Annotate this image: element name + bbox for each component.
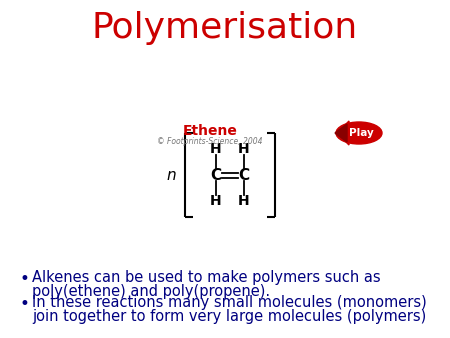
Text: Polymerisation: Polymerisation	[92, 11, 358, 45]
Text: H: H	[210, 142, 222, 156]
Text: H: H	[210, 194, 222, 208]
Text: In these reactions many small molecules (monomers): In these reactions many small molecules …	[32, 295, 427, 310]
Polygon shape	[337, 121, 349, 145]
Text: H: H	[238, 142, 250, 156]
Text: Play: Play	[349, 128, 374, 138]
Text: Alkenes can be used to make polymers such as: Alkenes can be used to make polymers suc…	[32, 270, 381, 285]
Text: •: •	[20, 270, 30, 288]
Text: H: H	[238, 194, 250, 208]
Text: © Footprints-Science, 2004: © Footprints-Science, 2004	[157, 137, 263, 145]
Polygon shape	[335, 124, 347, 142]
Ellipse shape	[336, 122, 382, 144]
Text: C: C	[211, 168, 221, 183]
Text: C: C	[238, 168, 250, 183]
Text: Ethene: Ethene	[183, 124, 238, 138]
Text: •: •	[20, 295, 30, 313]
Text: join together to form very large molecules (polymers): join together to form very large molecul…	[32, 309, 426, 324]
Text: poly(ethene) and poly(propene).: poly(ethene) and poly(propene).	[32, 284, 270, 299]
Text: n: n	[166, 168, 176, 183]
